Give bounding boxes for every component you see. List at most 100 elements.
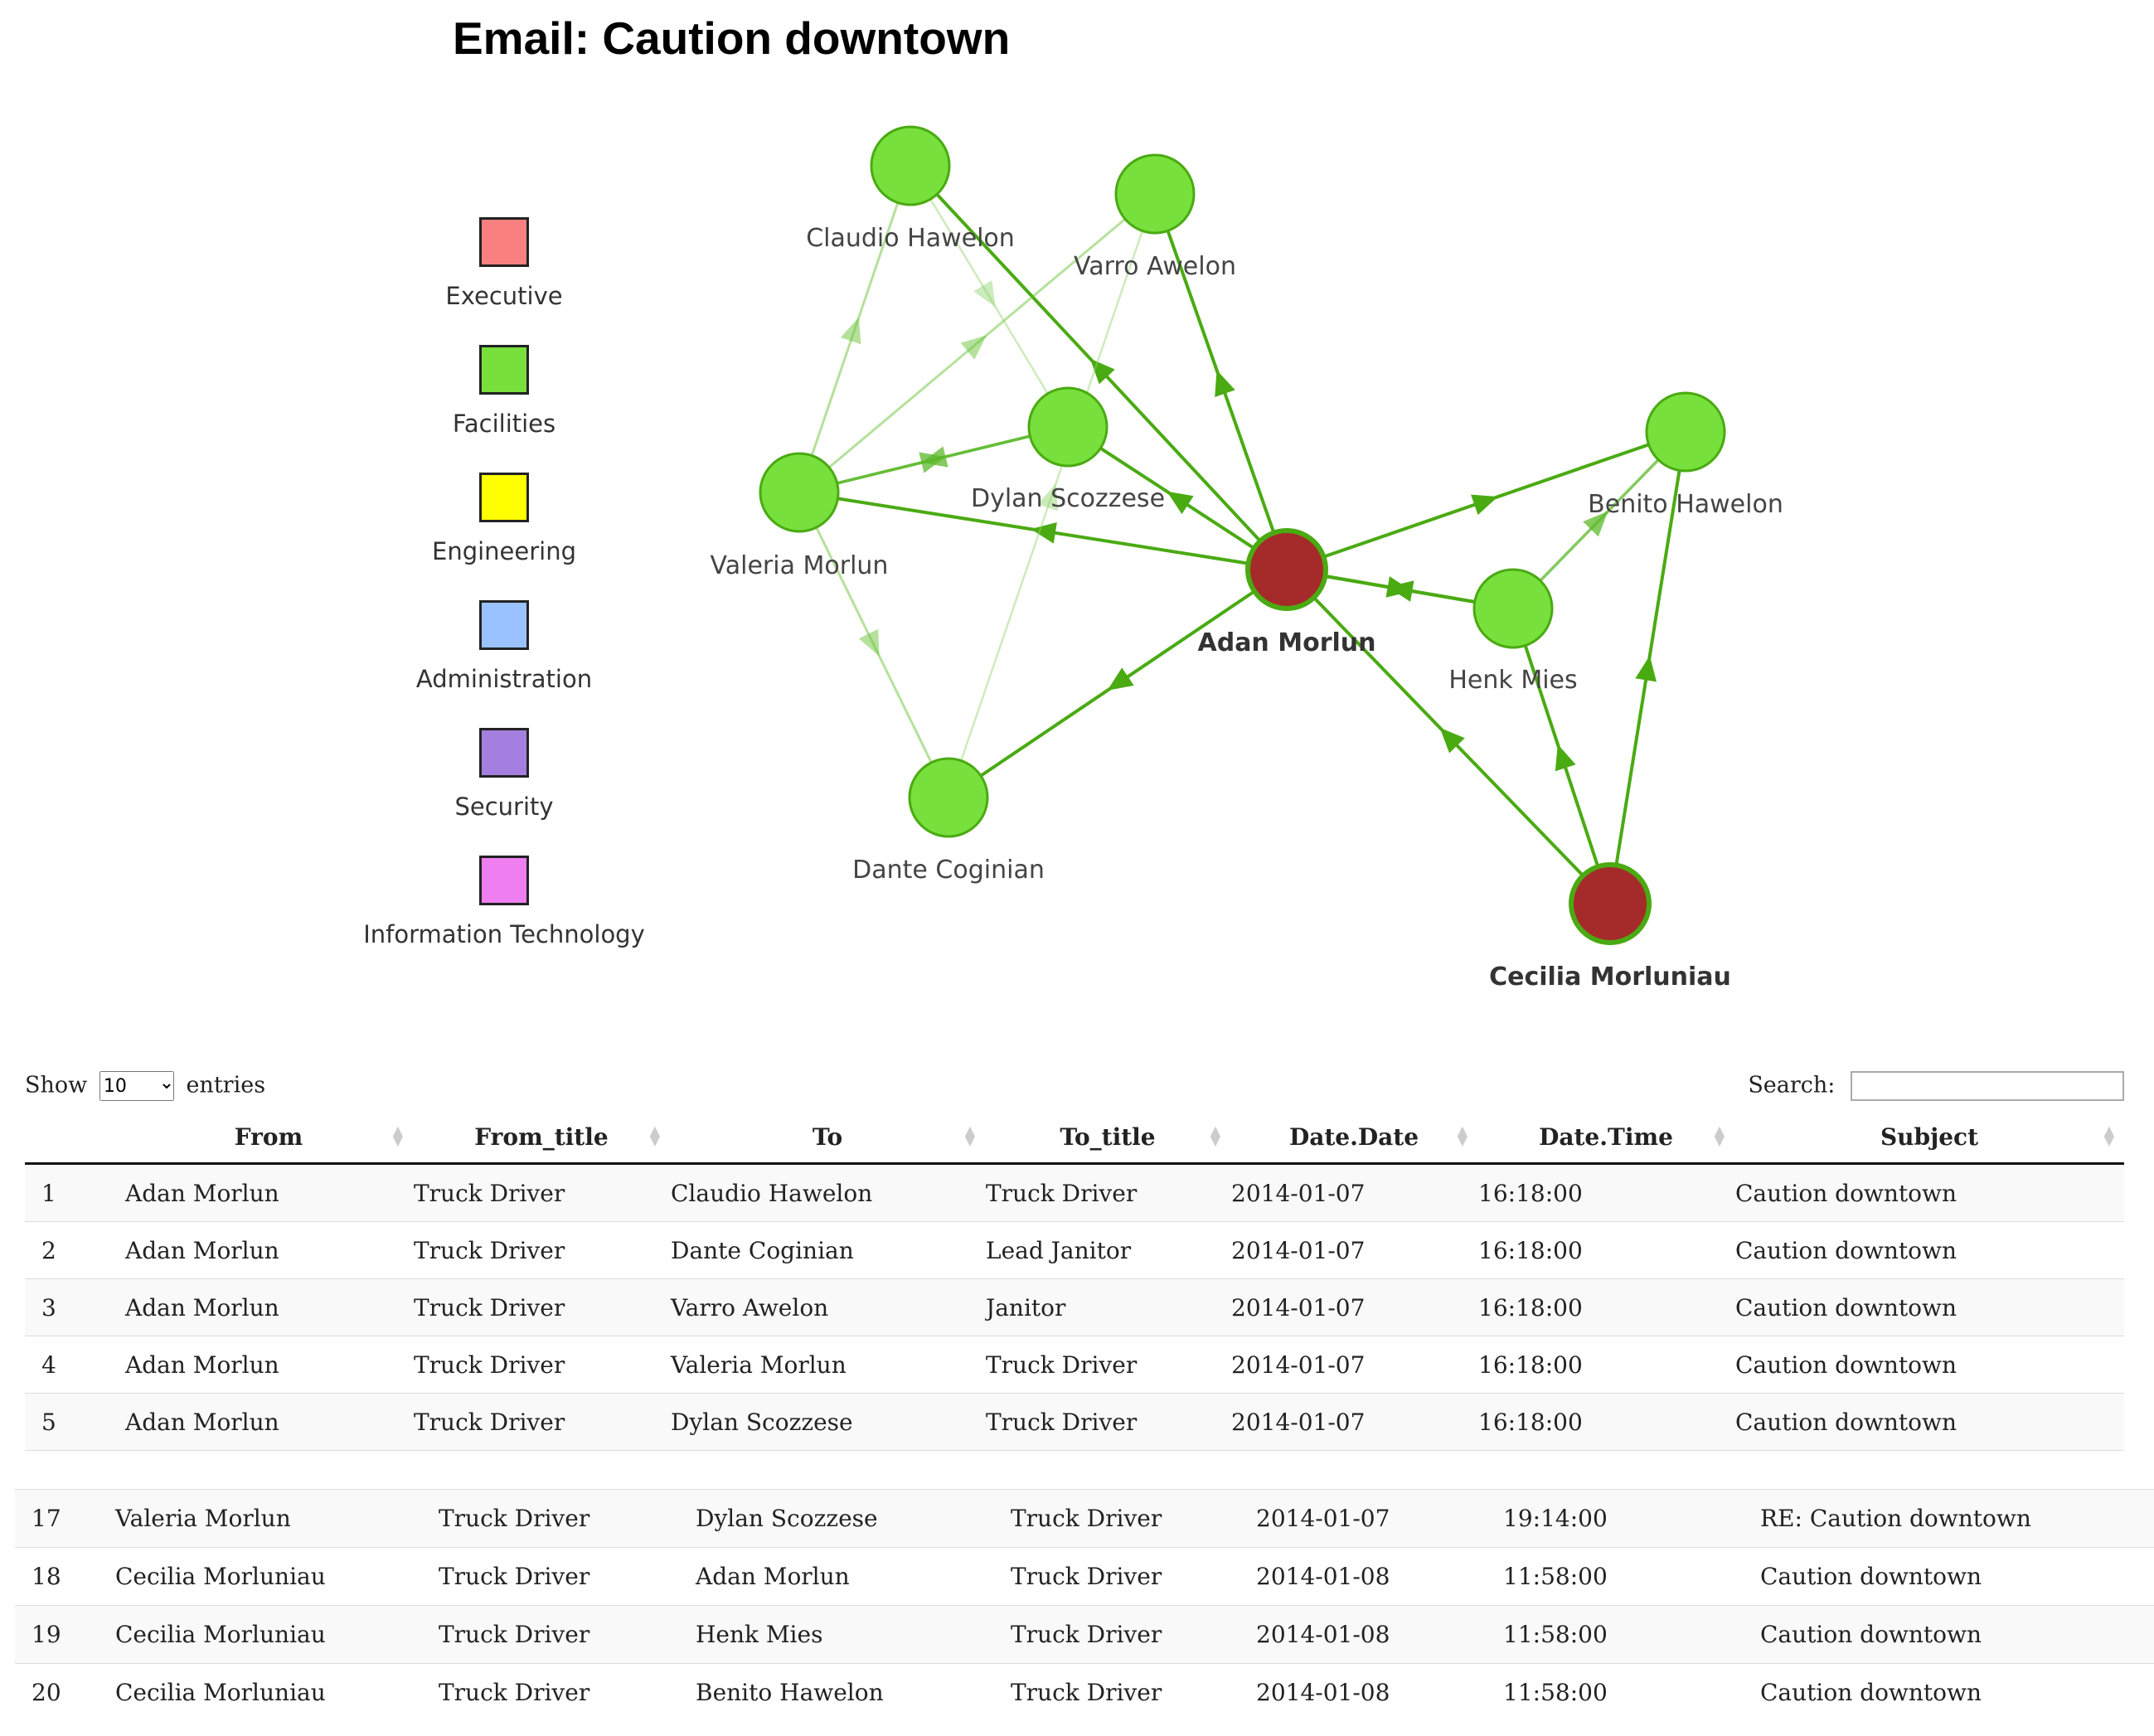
cell-to-title: Truck Driver [985, 1393, 1230, 1451]
table-row[interactable]: 1 Adan Morlun Truck Driver Claudio Hawelon T… [25, 1163, 2124, 1222]
email-table-continued: 17 Valeria Morlun Truck Driver Dylan Scozze… [15, 1489, 2154, 1721]
sort-icon: ▲ ▼ [1210, 1123, 1220, 1148]
legend-swatch-facilities [479, 345, 529, 395]
cell-subject: Caution downtown [1734, 1393, 2124, 1451]
edge-dante-to-varro [960, 230, 1143, 761]
column-header-label: Subject [1880, 1123, 1979, 1151]
column-header-label: From_title [474, 1123, 609, 1151]
node-varro[interactable] [1114, 153, 1196, 235]
column-header-label: From [234, 1123, 303, 1151]
edge-henk-to-adan [1324, 575, 1476, 604]
node-dylan[interactable] [1027, 386, 1109, 468]
cell-from-title: Truck Driver [413, 1278, 670, 1336]
edge-valeria-to-claudio [810, 202, 900, 456]
cell-time: 19:14:00 [1502, 1489, 1759, 1548]
cell-to-title: Truck Driver [985, 1336, 1230, 1394]
arrowhead [1555, 744, 1576, 772]
node-label-cecilia: Cecilia Morluniau [1489, 963, 1731, 992]
arrowhead [1089, 358, 1115, 385]
cell-subject: RE: Caution downtown [1759, 1489, 2154, 1548]
page-length-select[interactable]: 10 [99, 1071, 174, 1101]
node-benito[interactable] [1645, 391, 1726, 473]
cell-date: 2014-01-07 [1230, 1221, 1477, 1279]
legend-label-executive: Executive [445, 282, 563, 310]
entries-label: entries [186, 1072, 266, 1098]
node-cecilia[interactable] [1569, 862, 1652, 945]
column-header-label: Date.Time [1539, 1123, 1673, 1151]
cell-from: Valeria Morlun [114, 1489, 438, 1548]
cell-date: 2014-01-08 [1255, 1663, 1502, 1721]
arrowhead [858, 628, 880, 657]
cell-from-title: Truck Driver [413, 1336, 670, 1394]
node-valeria[interactable] [759, 452, 840, 533]
column-header-to[interactable]: To ▲ ▼ [670, 1111, 985, 1165]
cell-to: Dante Coginian [670, 1221, 985, 1279]
edge-adan-to-benito [1322, 443, 1650, 559]
legend-item-security: Security [338, 728, 670, 821]
edge-cecilia-to-henk [1523, 645, 1600, 867]
table-row[interactable]: 2 Adan Morlun Truck Driver Dante Coginian Le… [25, 1221, 2124, 1279]
cell-to-title: Truck Driver [1010, 1489, 1255, 1548]
edge-layer [810, 193, 1681, 877]
cell-to: Dylan Scozzese [670, 1393, 985, 1451]
cell-time: 16:18:00 [1477, 1163, 1734, 1222]
cell-subject: Caution downtown [1759, 1663, 2154, 1721]
cell-date: 2014-01-08 [1255, 1547, 1502, 1606]
cell-date: 2014-01-07 [1230, 1163, 1477, 1222]
column-header-label: To_title [1060, 1123, 1156, 1151]
cell-from: Adan Morlun [124, 1393, 413, 1451]
cell-from: Adan Morlun [124, 1278, 413, 1336]
legend-swatch-information-technology [479, 856, 529, 905]
table-row[interactable]: 17 Valeria Morlun Truck Driver Dylan Scozze… [15, 1489, 2154, 1548]
node-claudio[interactable] [870, 125, 951, 206]
cell-index: 4 [25, 1336, 124, 1394]
page-title: Email: Caution downtown [453, 12, 1011, 64]
column-header-to-title[interactable]: To_title ▲ ▼ [985, 1111, 1230, 1165]
node-label-varro: Varro Awelon [1074, 252, 1236, 281]
cell-from: Cecilia Morluniau [114, 1547, 438, 1606]
cell-subject: Caution downtown [1734, 1163, 2124, 1222]
legend-item-information-technology: Information Technology [338, 856, 670, 948]
cell-subject: Caution downtown [1734, 1221, 2124, 1279]
edge-valeria-to-varro [828, 218, 1126, 468]
sort-icon: ▲ ▼ [1714, 1123, 1725, 1148]
column-header-from-title[interactable]: From_title ▲ ▼ [413, 1111, 670, 1165]
cell-time: 16:18:00 [1477, 1393, 1734, 1451]
cell-subject: Caution downtown [1734, 1336, 2124, 1394]
node-label-henk: Henk Mies [1448, 666, 1577, 695]
edge-dylan-to-valeria [837, 434, 1031, 485]
cell-from: Cecilia Morluniau [114, 1663, 438, 1721]
cell-to: Valeria Morlun [670, 1336, 985, 1394]
table-row[interactable]: 5 Adan Morlun Truck Driver Dylan Scozzese Tr… [25, 1393, 2124, 1451]
cell-to-title: Truck Driver [1010, 1547, 1255, 1606]
cell-from: Adan Morlun [124, 1336, 413, 1394]
legend-item-administration: Administration [338, 600, 670, 693]
edge-henk-to-benito [1539, 458, 1660, 582]
node-dante[interactable] [908, 757, 989, 838]
table-row[interactable]: 20 Cecilia Morluniau Truck Driver Benito Ha… [15, 1663, 2154, 1721]
cell-date: 2014-01-07 [1230, 1336, 1477, 1394]
table-row[interactable]: 3 Adan Morlun Truck Driver Varro Awelon Jani… [25, 1278, 2124, 1336]
cell-index: 19 [15, 1605, 114, 1664]
table-row[interactable]: 18 Cecilia Morluniau Truck Driver Adan Morl… [15, 1547, 2154, 1606]
column-header-time[interactable]: Date.Time ▲ ▼ [1477, 1111, 1734, 1165]
arrowhead [1387, 580, 1414, 602]
node-henk[interactable] [1472, 568, 1554, 649]
node-label-adan: Adan Morlun [1198, 628, 1376, 657]
column-header-from[interactable]: From ▲ ▼ [124, 1111, 413, 1165]
cell-index: 17 [15, 1489, 114, 1548]
column-header-date[interactable]: Date.Date ▲ ▼ [1230, 1111, 1477, 1165]
arrowhead [1107, 667, 1134, 691]
cell-to-title: Truck Driver [1010, 1663, 1255, 1721]
table-row[interactable]: 19 Cecilia Morluniau Truck Driver Henk Mies… [15, 1605, 2154, 1664]
email-table: From ▲ ▼ From_title ▲ ▼ To ▲ ▼ To_title ▲ ▼ Date… [25, 1111, 2124, 1451]
arrowhead [1471, 494, 1498, 516]
legend-swatch-security [479, 728, 529, 778]
column-header-subject[interactable]: Subject ▲ ▼ [1734, 1111, 2124, 1165]
cell-subject: Caution downtown [1759, 1547, 2154, 1606]
label-layer: Claudio Hawelon Varro Awelon Dylan Scozzes… [711, 224, 1783, 992]
table-row[interactable]: 4 Adan Morlun Truck Driver Valeria Morlun Tr… [25, 1336, 2124, 1394]
search-input[interactable] [1851, 1071, 2124, 1101]
node-adan[interactable] [1245, 528, 1328, 611]
cell-time: 11:58:00 [1502, 1605, 1759, 1664]
